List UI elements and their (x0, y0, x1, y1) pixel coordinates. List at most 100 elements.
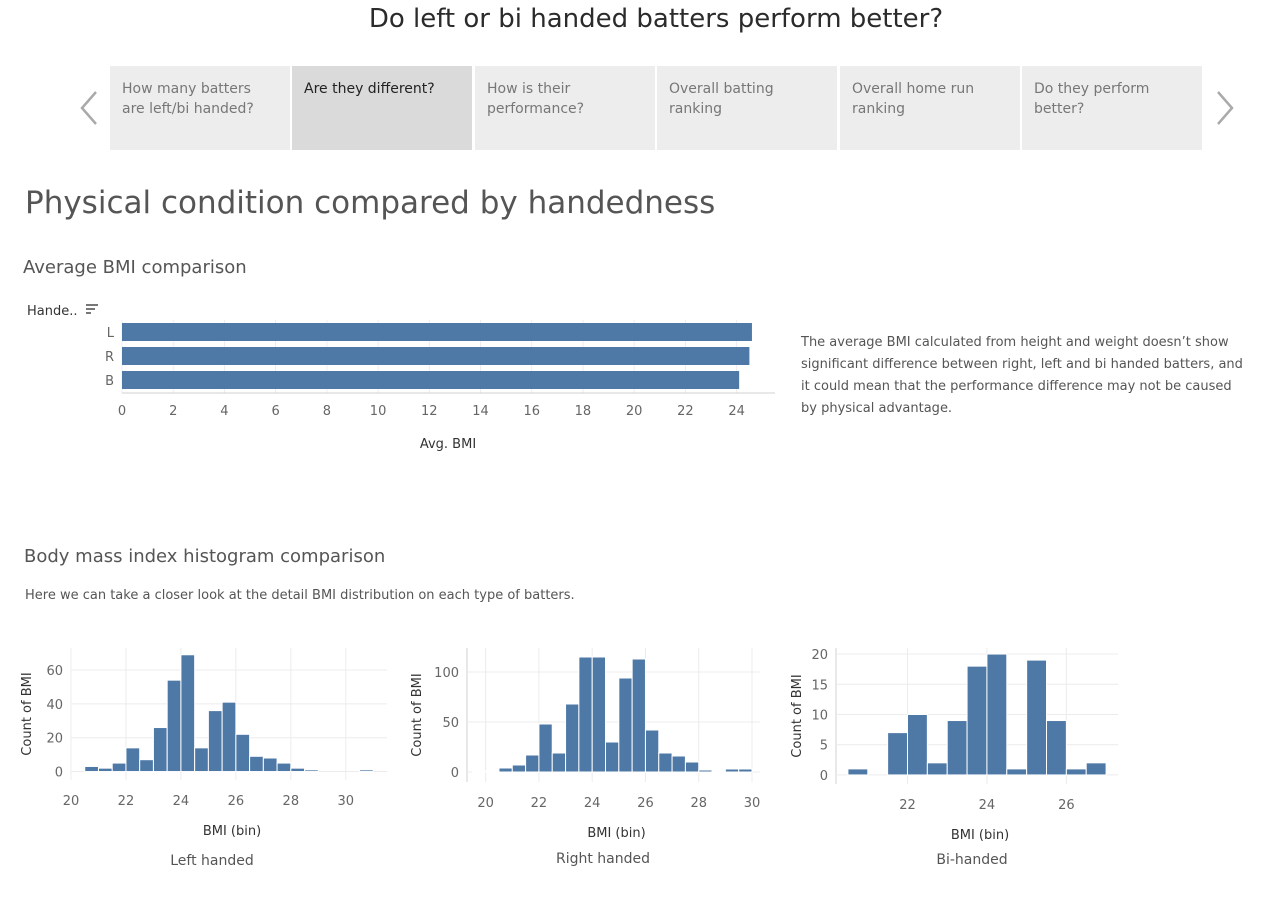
histogram-bar (946, 720, 968, 776)
histogram-bar (887, 732, 908, 776)
x-tick-label: 24 (173, 794, 190, 809)
x-tick-label: 22 (531, 796, 548, 811)
y-tick-label: 20 (46, 732, 63, 747)
histogram-section-title: Body mass index histogram comparison (24, 546, 386, 567)
y-tick-label: 10 (811, 708, 828, 723)
story-tab-performance[interactable]: How is their performance? (475, 66, 655, 150)
histogram-bar (180, 654, 196, 773)
histogram-bar (605, 741, 620, 773)
x-tick-label: 26 (228, 794, 245, 809)
bar-L (122, 323, 752, 341)
histogram-bar (111, 762, 127, 773)
bar-B (122, 371, 740, 389)
bmi-section-title: Average BMI comparison (23, 257, 247, 278)
y-tick-label: 40 (46, 698, 63, 713)
x-axis-title: BMI (bin) (203, 824, 261, 839)
histogram-bar (221, 701, 237, 773)
histogram-bar (125, 747, 141, 773)
histogram-bar (1046, 720, 1067, 776)
x-tick-label: 6 (272, 404, 280, 419)
histogram-bar (578, 656, 593, 773)
histogram-bar (618, 677, 633, 773)
histogram-bar (139, 759, 154, 773)
histogram-bar (152, 727, 168, 773)
x-tick-label: 30 (744, 796, 761, 811)
x-tick-label: 0 (118, 404, 126, 419)
histogram-bar (276, 762, 292, 773)
histogram-bar (262, 757, 278, 773)
category-header: Hande.. (27, 304, 78, 319)
histogram-bar (207, 710, 223, 773)
histogram-bar (485, 770, 500, 773)
x-tick-label: 20 (63, 794, 80, 809)
y-tick-label: 0 (820, 769, 828, 784)
x-tick-label: 2 (169, 404, 177, 419)
y-tick-label: 20 (811, 648, 828, 663)
histogram-bar (249, 755, 264, 773)
x-tick-label: 4 (220, 404, 228, 419)
y-tick-label: 50 (442, 716, 459, 731)
x-tick-label: 8 (323, 404, 331, 419)
previous-arrow-icon[interactable] (78, 88, 102, 128)
histogram-bar (1085, 762, 1107, 776)
histogram-bar (738, 768, 753, 773)
histogram-bar (906, 713, 928, 776)
histogram-bar (194, 747, 209, 773)
histogram-bar (1065, 768, 1087, 776)
histogram-bar (1026, 659, 1048, 776)
story-tab-home-run-ranking[interactable]: Overall home run ranking (840, 66, 1020, 150)
histogram-bar (290, 767, 306, 773)
histogram-bar (966, 665, 988, 776)
histogram-bar (591, 656, 607, 773)
story-tab-are-they-different[interactable]: Are they different? (292, 66, 472, 150)
x-tick-label: 20 (477, 796, 494, 811)
histogram-bar (671, 755, 686, 773)
histogram-bar (658, 752, 673, 773)
x-tick-label: 24 (584, 796, 601, 811)
x-axis-title: Avg. BMI (420, 437, 476, 452)
bi-handed-histogram: 0 5 10 15 20 22 24 26 BMI (bin) Count of BMI (790, 648, 1118, 843)
x-axis-title: BMI (bin) (587, 826, 645, 841)
histogram-bar (565, 703, 580, 773)
y-tick-label: 0 (451, 766, 459, 781)
x-tick-label: 16 (523, 404, 540, 419)
histogram-bar (498, 767, 513, 773)
story-title: Do left or bi handed batters perform bet… (368, 4, 944, 34)
histogram-bar (471, 770, 487, 773)
histogram-bar (847, 768, 869, 776)
bi-handed-label: Bi-handed (936, 852, 1008, 868)
histogram-bar (631, 658, 646, 773)
category-label: R (105, 350, 114, 365)
y-tick-label: 5 (820, 739, 828, 754)
x-tick-label: 12 (421, 404, 438, 419)
histogram-bar (926, 762, 948, 776)
histogram-bar (986, 653, 1008, 776)
story-tab-perform-better[interactable]: Do they perform better? (1022, 66, 1202, 150)
left-handed-label: Left handed (170, 853, 254, 869)
y-tick-label: 100 (434, 666, 459, 681)
bmi-description: The average BMI calculated from height a… (801, 335, 1243, 416)
y-axis-title: Count of BMI (410, 673, 425, 756)
story-tab-how-many[interactable]: How many batters are left/bi handed? (110, 66, 290, 150)
histogram-bar (1006, 768, 1028, 776)
y-tick-label: 15 (811, 678, 828, 693)
x-tick-label: 30 (338, 794, 355, 809)
histogram-bar (304, 769, 319, 773)
x-tick-label: 24 (728, 404, 745, 419)
next-arrow-icon[interactable] (1212, 88, 1236, 128)
x-tick-label: 14 (472, 404, 489, 419)
histogram-bar (359, 769, 374, 773)
x-tick-label: 18 (575, 404, 592, 419)
x-tick-label: 26 (637, 796, 654, 811)
histogram-bar (538, 723, 553, 773)
x-tick-label: 28 (283, 794, 300, 809)
histogram-bar (525, 754, 540, 773)
histogram-bar (97, 767, 113, 773)
histogram-bar (166, 679, 182, 773)
histogram-bar (551, 752, 567, 773)
y-axis-title: Count of BMI (790, 674, 805, 757)
histogram-bar (711, 770, 726, 773)
story-tab-batting-ranking[interactable]: Overall batting ranking (657, 66, 837, 150)
x-tick-label: 20 (626, 404, 643, 419)
